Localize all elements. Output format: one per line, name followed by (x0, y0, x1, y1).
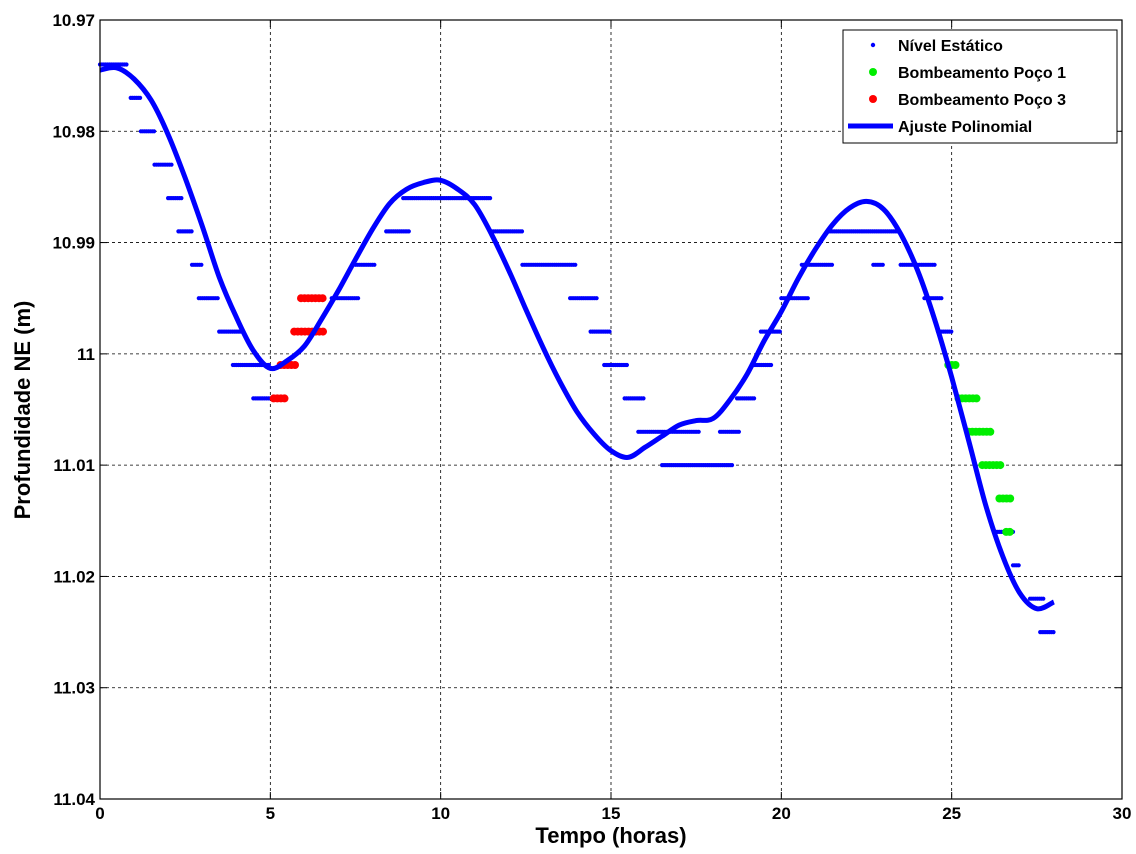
x-tick-label: 25 (942, 804, 961, 823)
x-tick-label: 15 (602, 804, 621, 823)
data-point (624, 362, 630, 368)
data-point (769, 362, 774, 368)
y-tick-label: 11.01 (53, 456, 95, 475)
data-point (777, 329, 782, 334)
data-point (805, 296, 810, 301)
data-point (319, 327, 327, 336)
data-point (573, 262, 578, 267)
legend-label-bombeamento-poco-1: Bombeamento Poço 1 (898, 65, 1066, 82)
data-point (641, 396, 646, 401)
data-point (951, 361, 960, 369)
data-point (607, 329, 612, 334)
data-point (880, 262, 885, 267)
y-tick-label: 11.03 (53, 679, 95, 698)
x-axis-title: Tempo (horas) (535, 823, 686, 848)
legend-label-nivel-estatico: Nível Estático (898, 38, 1003, 55)
x-tick-label: 30 (1113, 804, 1132, 823)
data-point (752, 396, 757, 401)
data-point (729, 463, 735, 468)
x-tick-label: 0 (95, 804, 104, 823)
data-point (189, 229, 194, 234)
y-tick-label: 11 (77, 345, 95, 364)
data-point (199, 262, 204, 267)
grid (100, 20, 1122, 799)
data-point (972, 394, 981, 403)
data-point (1041, 596, 1046, 601)
y-axis-title: Profundidade NE (m) (10, 301, 35, 520)
data-point (179, 196, 184, 201)
data-point (169, 162, 174, 167)
data-point (1016, 563, 1021, 568)
data-point (939, 296, 944, 301)
y-tick-label: 10.98 (52, 122, 95, 141)
legend-marker-nivel-estatico (870, 42, 876, 48)
data-point (152, 129, 157, 134)
y-tick-label: 11.02 (53, 567, 95, 586)
data-point (996, 461, 1005, 470)
data-point (986, 427, 995, 436)
legend-label-bombeamento-poco-3: Bombeamento Poço 3 (898, 92, 1066, 109)
data-point (829, 262, 835, 267)
legend-marker-bombeamento-poco-1 (869, 68, 877, 76)
legend: Nível Estático Bombeamento Poço 1 Bombea… (842, 29, 1118, 144)
data-point (519, 229, 525, 234)
series-3-fit-line (99, 65, 1056, 612)
x-tick-label: 10 (431, 804, 450, 823)
data-point (696, 429, 701, 434)
legend-label-ajuste-polinomial: Ajuste Polinomial (898, 119, 1032, 136)
y-tick-label: 11.04 (53, 790, 95, 809)
tick-labels: 0 5 10 15 20 25 30 10.97 10.98 10.99 11 11.01 11.02 1… (52, 11, 1131, 823)
data-point (356, 296, 361, 301)
data-point (594, 296, 599, 301)
data-point (215, 296, 220, 301)
data-point (932, 262, 937, 267)
data-point (488, 196, 493, 201)
legend-marker-bombeamento-poco-3 (869, 95, 877, 103)
plot-marks (97, 62, 1056, 635)
data-point (124, 62, 129, 67)
data-point (318, 294, 327, 303)
data-point (1051, 630, 1056, 635)
data-point (1006, 494, 1015, 503)
data-point (1005, 527, 1014, 536)
y-tick-label: 10.99 (52, 234, 95, 253)
y-tick-label: 10.97 (52, 11, 95, 30)
data-point (138, 95, 143, 100)
x-tick-label: 20 (772, 804, 791, 823)
data-point (372, 262, 377, 267)
x-tick-label: 5 (266, 804, 275, 823)
data-point (949, 329, 954, 334)
data-point (291, 361, 299, 369)
data-point (280, 394, 289, 403)
data-point (736, 429, 742, 434)
data-point (406, 229, 411, 234)
